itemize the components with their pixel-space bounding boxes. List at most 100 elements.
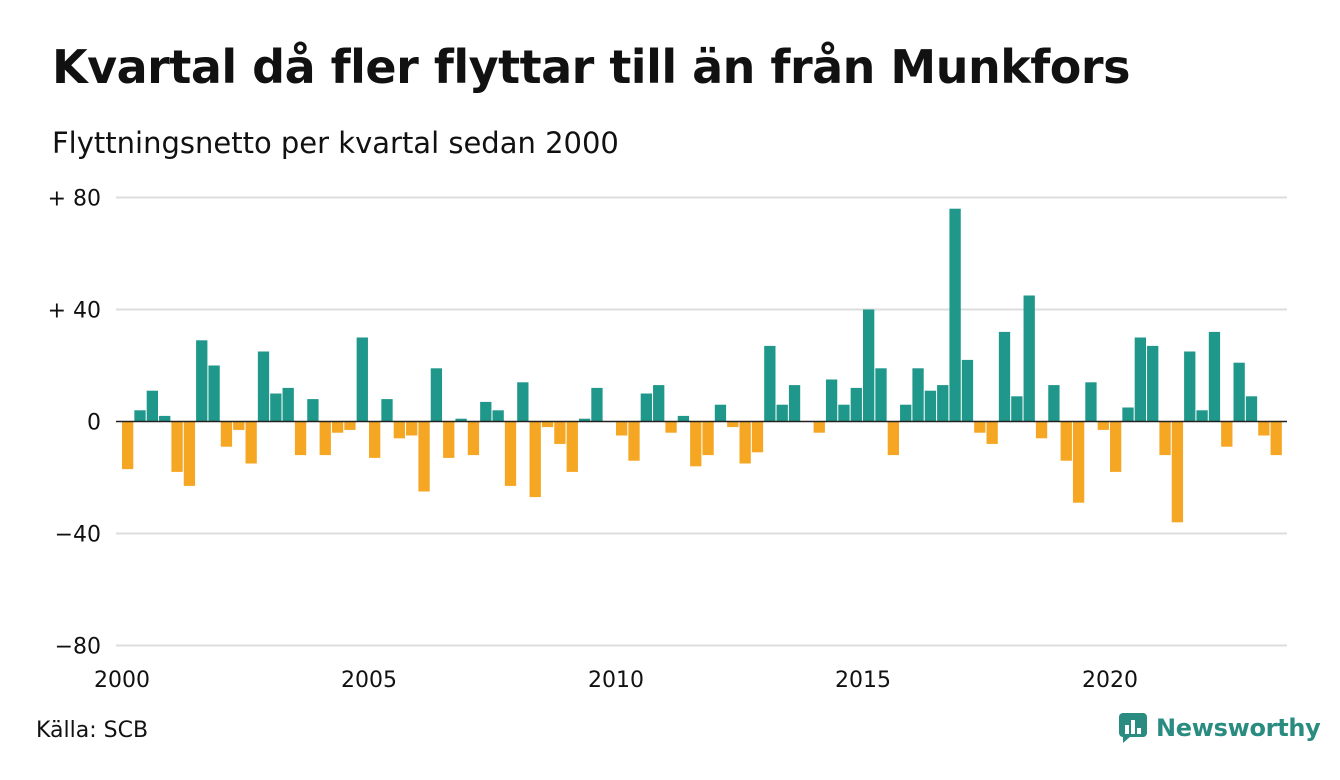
bar	[480, 401, 492, 422]
bar	[1122, 407, 1134, 422]
bar	[1110, 421, 1122, 472]
bar	[1270, 421, 1282, 456]
bar	[1023, 295, 1035, 422]
bar	[307, 399, 319, 422]
bar	[183, 421, 196, 486]
bar	[1085, 382, 1097, 422]
bar	[270, 393, 282, 422]
bar	[825, 379, 838, 422]
bar	[838, 404, 850, 422]
bar	[504, 421, 517, 486]
bar	[628, 421, 640, 461]
bar	[1097, 421, 1109, 430]
bar	[541, 421, 554, 428]
grid-lines	[116, 196, 1287, 647]
bar	[887, 421, 899, 456]
bar	[443, 421, 455, 458]
x-tick-label: 2005	[341, 668, 397, 693]
bar	[1147, 345, 1159, 422]
bar	[294, 421, 307, 456]
bar	[578, 418, 591, 422]
bar	[406, 421, 418, 436]
bar	[813, 421, 825, 433]
bar	[1011, 396, 1023, 422]
chart-bubble-icon	[1119, 713, 1147, 743]
bar	[714, 404, 727, 422]
bar	[1233, 362, 1245, 422]
bar	[727, 421, 739, 428]
bar	[393, 421, 405, 439]
bar	[850, 387, 862, 422]
bar	[751, 421, 764, 453]
bar	[863, 309, 875, 422]
bar	[319, 421, 331, 456]
bar	[788, 385, 801, 422]
bar	[492, 410, 504, 422]
bar	[220, 421, 233, 447]
y-tick-label: −80	[55, 635, 101, 660]
bar	[1134, 337, 1146, 422]
bar	[1208, 331, 1221, 422]
bar	[159, 415, 171, 422]
bar	[418, 421, 430, 492]
bar	[677, 415, 690, 422]
brand-name: Newsworthy	[1156, 714, 1321, 742]
axes: + 80 + 40 0 −40 −80 2000 2005 2010 2015 2020	[48, 187, 1287, 693]
y-tick-label: + 80	[48, 187, 101, 212]
bar	[1048, 385, 1060, 422]
bar	[344, 421, 356, 430]
bar	[196, 340, 208, 422]
bar	[961, 359, 974, 422]
bar	[1245, 396, 1258, 422]
bar	[875, 368, 887, 422]
bar	[208, 365, 220, 422]
bar	[517, 382, 529, 422]
bar	[122, 421, 134, 470]
bar	[467, 421, 480, 456]
bar	[455, 418, 467, 422]
x-tick-label: 2015	[835, 668, 891, 693]
bar	[924, 390, 937, 422]
y-tick-label: −40	[55, 523, 101, 548]
bar	[900, 404, 912, 422]
bar	[1171, 421, 1184, 523]
bar	[356, 337, 368, 422]
bar	[257, 351, 270, 422]
x-tick-label: 2010	[588, 668, 644, 693]
bar	[690, 421, 702, 467]
bar	[430, 368, 443, 422]
bar	[245, 421, 257, 464]
chart-title: Kvartal då fler flyttar till än från Mun…	[52, 40, 1130, 94]
bar	[233, 421, 245, 430]
bar	[1159, 421, 1171, 456]
bars	[122, 208, 1282, 523]
bar	[974, 421, 986, 433]
bar	[665, 421, 677, 433]
bar	[529, 421, 541, 498]
x-tick-label: 2000	[94, 668, 150, 693]
bar	[986, 421, 998, 444]
bar	[776, 404, 788, 422]
bar	[134, 410, 146, 422]
x-tick-label: 2020	[1082, 668, 1138, 693]
bar	[739, 421, 751, 464]
brand-logo: Newsworthy	[1118, 712, 1321, 744]
y-tick-label: 0	[87, 411, 101, 436]
bar	[653, 385, 665, 422]
bar	[949, 208, 961, 422]
bar	[566, 421, 578, 472]
bar	[1072, 421, 1085, 503]
bar	[1196, 410, 1208, 422]
bar	[282, 387, 294, 422]
y-tick-label: + 40	[48, 299, 101, 324]
bar	[171, 421, 183, 472]
bar	[554, 421, 566, 444]
bar	[1221, 421, 1233, 447]
chart-subtitle: Flyttningsnetto per kvartal sedan 2000	[52, 126, 619, 160]
bar	[764, 345, 776, 422]
bar	[912, 368, 924, 422]
bar	[381, 399, 393, 422]
bar	[146, 390, 158, 422]
bar	[1060, 421, 1072, 461]
